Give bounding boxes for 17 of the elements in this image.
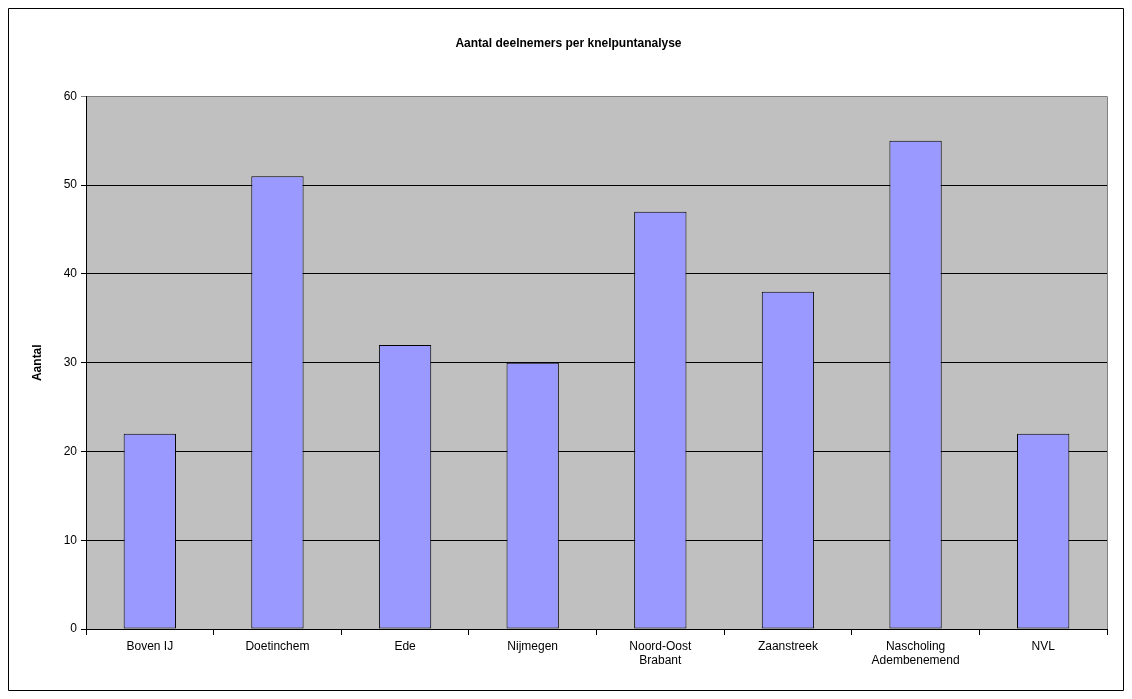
x-tick-label: Nascholing Adembenemend: [871, 638, 960, 667]
y-tick-label: 40: [63, 266, 78, 281]
y-tick-label: 50: [63, 177, 78, 192]
x-tick-label: NVL: [1031, 638, 1056, 653]
x-tick-label: Nijmegen: [507, 638, 559, 653]
x-tick-label: Zaanstreek: [757, 638, 819, 653]
y-tick-label: 10: [63, 532, 78, 547]
x-tick-label: Noord-Oost Brabant: [629, 638, 692, 667]
chart-title: Aantal deelnemers per knelpuntanalyse: [455, 35, 682, 50]
x-tick-label: Doetinchem: [245, 638, 310, 653]
y-tick-label: 20: [63, 443, 78, 458]
x-tick-label: Boven IJ: [126, 638, 174, 653]
y-axis-title: Aantal: [29, 344, 44, 382]
y-tick-label: 0: [70, 621, 78, 636]
y-tick-label: 30: [63, 355, 78, 370]
x-tick-label: Ede: [394, 638, 417, 653]
y-tick-label: 60: [63, 88, 78, 103]
